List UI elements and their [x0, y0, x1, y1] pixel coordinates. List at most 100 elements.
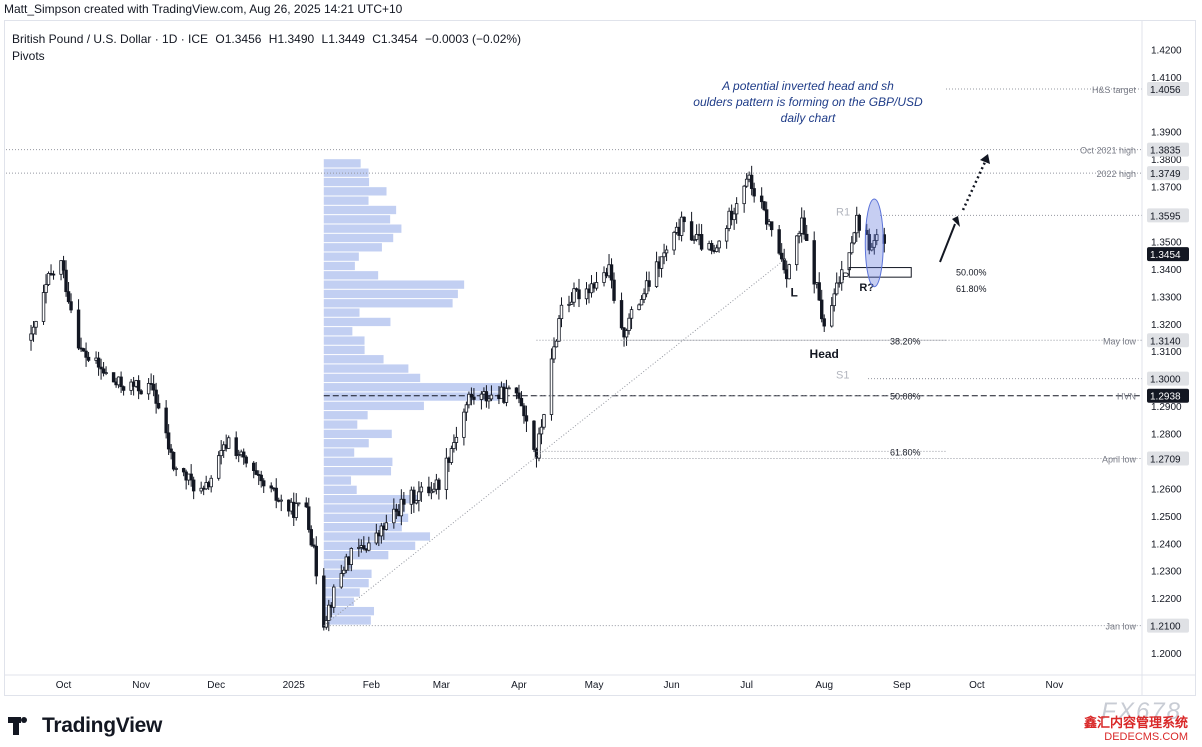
candle-body	[104, 372, 108, 374]
pivot-label: P	[842, 271, 849, 283]
candle-body	[244, 456, 248, 464]
price-label-box	[1147, 333, 1189, 348]
candle-body	[357, 547, 361, 549]
price-tick-label: 1.2000	[1151, 649, 1182, 660]
candle-body	[414, 500, 419, 504]
candle-body	[154, 389, 158, 404]
candle-body	[44, 284, 48, 293]
candle-body	[805, 233, 809, 241]
candle-body	[532, 420, 536, 450]
candle-body	[479, 393, 484, 400]
price-label-box	[1147, 166, 1189, 181]
candle-body	[679, 216, 684, 236]
candle-body	[627, 317, 631, 331]
candle-body	[682, 216, 686, 223]
time-axis: Oct Nov Dec 2025 Feb Mar Apr May Jun Jul Aug Sep Oct…	[4, 674, 1196, 691]
pattern-label: Head	[810, 347, 839, 361]
volume-profile-bar	[323, 233, 394, 243]
candle-body	[472, 396, 476, 400]
indicator-legend[interactable]: Pivots	[12, 49, 45, 63]
candle-body	[709, 243, 714, 251]
ohlc-low: L1.3449	[321, 32, 365, 46]
candle-body	[787, 264, 791, 280]
tradingview-logo[interactable]: TradingView	[8, 714, 162, 738]
candle-body	[489, 394, 494, 400]
candle-body	[342, 569, 346, 574]
volume-profile-bar	[323, 317, 391, 327]
candle-body	[297, 502, 301, 505]
candle-body	[569, 301, 574, 305]
tradingview-icon	[8, 717, 36, 735]
price-tick-label: 1.2300	[1151, 567, 1182, 578]
time-tick-label: Nov	[1046, 680, 1064, 691]
volume-profile-bar	[323, 345, 365, 355]
candle-body	[742, 185, 746, 205]
candle-body	[612, 279, 616, 301]
candle-body	[392, 508, 396, 524]
candle-body	[822, 318, 826, 327]
candle-body	[602, 272, 606, 283]
volume-profile-bar	[323, 550, 389, 560]
candle-body	[274, 487, 278, 501]
price-label-box	[1147, 208, 1189, 223]
volume-profile-bar	[323, 448, 355, 457]
price-tick-label: 1.3300	[1151, 292, 1182, 303]
candle-body	[759, 195, 764, 203]
candle-body	[639, 299, 644, 306]
volume-profile-bar	[323, 504, 406, 513]
candle-body	[572, 288, 576, 303]
candle-body	[524, 415, 529, 422]
volume-profile-bar	[323, 159, 361, 168]
candle-body	[146, 383, 151, 395]
price-label-box	[1147, 388, 1189, 403]
fib-label: 50.00%	[956, 268, 987, 278]
volume-profile-bar	[323, 560, 353, 569]
candle-body	[262, 480, 266, 487]
candle-body	[835, 282, 839, 295]
candle-body	[252, 462, 256, 472]
volume-profile-bar	[323, 224, 402, 233]
projection-arrow	[939, 223, 956, 263]
candle-body	[782, 258, 786, 271]
candle-body	[467, 393, 471, 406]
candle-body	[151, 383, 156, 391]
volume-profile-bar	[323, 177, 370, 187]
candle-body	[647, 280, 651, 287]
candle-body	[259, 474, 263, 482]
price-label-box	[1147, 142, 1189, 157]
candle-body	[432, 488, 436, 492]
brand-name: TradingView	[42, 714, 163, 737]
volume-profile-bar	[323, 467, 392, 476]
candle-body	[734, 203, 739, 215]
candle-body	[234, 437, 238, 456]
pivot-label: S1	[836, 370, 849, 382]
time-tick-label: 2025	[283, 680, 306, 691]
candle-body	[181, 468, 186, 473]
candle-body	[309, 529, 313, 546]
candle-body	[867, 234, 871, 251]
ohlc-change: −0.0003 (−0.02%)	[424, 32, 522, 46]
price-tick-label: 1.2400	[1151, 539, 1182, 550]
price-label-value: 1.3749	[1150, 169, 1181, 180]
candle-body	[307, 506, 311, 530]
candle-body	[31, 326, 36, 335]
target-arrowhead	[980, 154, 990, 164]
volume-profile-bar	[323, 215, 391, 224]
price-label-value: 1.2709	[1150, 455, 1181, 466]
price-tick-label: 1.2900	[1151, 402, 1182, 413]
candle-body	[111, 372, 116, 383]
candle-body	[577, 289, 581, 300]
volume-profile-bar	[323, 261, 355, 271]
candle-body	[449, 448, 454, 463]
candle-body	[644, 280, 649, 295]
candle-body	[444, 457, 449, 490]
volume-profile-bar	[323, 588, 360, 597]
candle-body	[121, 386, 126, 391]
time-tick-label: May	[585, 680, 604, 691]
candle-body	[164, 407, 168, 434]
price-tick-label: 1.3800	[1151, 155, 1182, 166]
candle-body	[427, 486, 431, 494]
volume-profile-bar	[323, 252, 359, 261]
candle-body	[487, 398, 491, 402]
